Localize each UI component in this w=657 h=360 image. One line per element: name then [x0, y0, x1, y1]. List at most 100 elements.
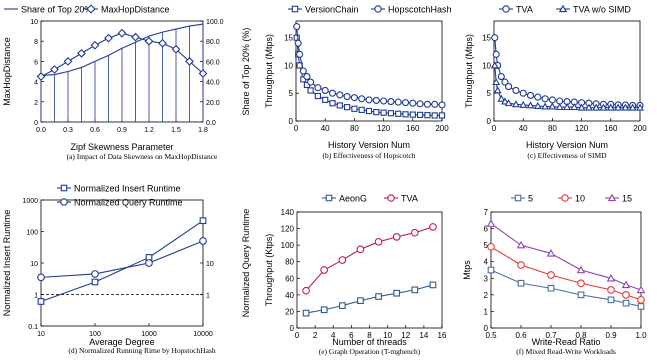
- data-point: [293, 23, 301, 31]
- y-tick-label: 1: [34, 293, 38, 300]
- data-point: [637, 303, 645, 310]
- data-point: [584, 103, 593, 111]
- data-point: [293, 34, 300, 41]
- data-point: [622, 291, 630, 299]
- data-point: [491, 34, 499, 42]
- data-point: [314, 84, 322, 92]
- series-tva: [491, 34, 644, 109]
- data-point: [577, 103, 586, 111]
- data-point: [409, 99, 417, 107]
- data-point: [303, 73, 311, 81]
- y-tick-label: 15: [482, 34, 491, 43]
- legend-label: TVA: [401, 194, 418, 204]
- data-point: [429, 281, 437, 289]
- data-point: [607, 286, 615, 294]
- data-point: [570, 102, 579, 111]
- data-point: [387, 98, 395, 106]
- legend-label: AeonG: [339, 194, 367, 204]
- data-point: [438, 101, 446, 109]
- y-tick-label: 1: [484, 307, 489, 316]
- data-point: [392, 233, 401, 241]
- y-axis-label: Mtps: [462, 260, 472, 280]
- x-tick-label: 0.9: [117, 127, 127, 134]
- y-tick-label: 0.1: [28, 324, 38, 331]
- y-tick-label: 0: [34, 120, 38, 127]
- data-point: [621, 103, 630, 111]
- data-point: [307, 87, 314, 94]
- x-tick-label: 0.3: [63, 127, 73, 134]
- data-point: [416, 111, 424, 118]
- y-tick-label: 4: [484, 258, 489, 267]
- x-tick-label: 40: [321, 124, 330, 133]
- data-point: [302, 286, 310, 295]
- y-right-tick-label: 40.0: [206, 80, 220, 87]
- y-tick-label: 4: [34, 80, 38, 87]
- series-maxhopdistance: [36, 28, 208, 81]
- x-tick-label: 14: [419, 331, 428, 340]
- data-point: [329, 100, 336, 107]
- data-point: [504, 99, 513, 107]
- data-point: [314, 92, 322, 100]
- data-point: [374, 237, 383, 246]
- x-tick-label: 200: [435, 124, 449, 133]
- data-point: [358, 106, 365, 113]
- data-point: [37, 298, 45, 305]
- y-right-tick-label: 20.0: [206, 100, 220, 107]
- legend-item: 15: [605, 194, 632, 204]
- data-point: [198, 69, 208, 78]
- data-point: [199, 217, 207, 225]
- legend-item: Share of Top 20%: [4, 5, 92, 15]
- data-point: [375, 293, 382, 300]
- series-line: [40, 240, 204, 278]
- x-tick-label: 0: [295, 331, 300, 340]
- data-point: [401, 99, 410, 107]
- x-tick-label: 120: [377, 124, 391, 133]
- legend-marker: [607, 193, 617, 202]
- chart-b: 0 40 80 120 160 200 0 5 10 15 VersionChain Hopscotc…: [264, 5, 452, 161]
- x-tick-label: 0.0: [36, 127, 46, 134]
- x-axis-label: Zipf Skewness Parameter: [70, 142, 173, 152]
- legend-item: 10: [558, 194, 585, 204]
- data-point: [516, 240, 526, 249]
- data-point: [336, 91, 344, 99]
- data-point: [431, 112, 438, 119]
- legend-item: TVA: [499, 5, 533, 15]
- series-5: [487, 266, 645, 310]
- data-point: [501, 78, 509, 86]
- data-point: [505, 83, 513, 91]
- data-point: [158, 38, 167, 48]
- data-point: [328, 89, 337, 97]
- y-tick-label: 6: [34, 59, 38, 66]
- chart-caption: (d) Normalized Running Rime by HopstochH…: [68, 346, 216, 355]
- data-point: [576, 265, 586, 274]
- y-tick-label: 140: [281, 208, 295, 217]
- x-tick-label: 200: [633, 124, 647, 133]
- data-point: [372, 96, 380, 104]
- legend-label: TVA: [516, 5, 533, 15]
- legend-item: TVA: [384, 194, 418, 204]
- y-tick-label: 10: [30, 19, 38, 26]
- data-point: [131, 32, 140, 42]
- x-tick-label: 80: [350, 124, 359, 133]
- x-tick-label: 0.6: [515, 331, 527, 340]
- data-point: [357, 297, 364, 305]
- x-tick-label: 0.7: [545, 331, 557, 340]
- legend-item: MaxHopDistance: [84, 4, 170, 15]
- data-point: [512, 86, 520, 94]
- data-point: [37, 273, 45, 282]
- data-point: [424, 112, 431, 119]
- data-point: [637, 295, 645, 304]
- legend-label: HopscotchHash: [388, 5, 452, 15]
- data-point: [387, 110, 395, 117]
- y-axis-label: Throughput (Mtps): [464, 34, 474, 108]
- data-point: [322, 96, 329, 103]
- data-point: [526, 91, 535, 99]
- y-tick-label: 0: [289, 117, 294, 126]
- x-tick-label: 1000: [141, 331, 157, 338]
- chart-caption: (c) Effectiveness of SIMD: [527, 151, 607, 160]
- data-point: [90, 40, 100, 50]
- series-aeong: [302, 281, 437, 317]
- data-point: [429, 223, 437, 231]
- x-tick-label: 10000: [193, 331, 213, 338]
